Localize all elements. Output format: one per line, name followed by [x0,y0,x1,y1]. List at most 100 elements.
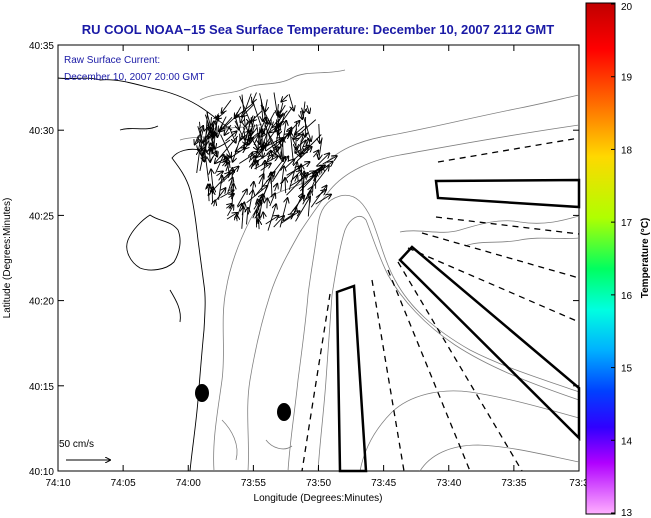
current-vector [205,111,207,146]
current-vector [260,163,271,171]
colorbar-tick-label: 20 [621,2,633,13]
current-vector [257,214,259,223]
current-vector [211,170,213,192]
current-vector [215,188,225,201]
current-vector [294,119,317,139]
current-vector [198,139,205,162]
current-vector [280,211,300,224]
current-vector [295,176,298,182]
current-vector [259,93,267,123]
current-vector [272,110,288,127]
current-vector [296,121,297,149]
current-vector [275,106,293,131]
current-vector [315,190,326,198]
current-vector [281,94,289,102]
x-tick-label: 73:45 [371,478,396,489]
current-vector [226,163,229,172]
current-vector [258,174,264,185]
current-vector [295,132,308,153]
current-vector [209,136,211,162]
current-vector [301,165,303,196]
current-vector [225,131,237,142]
current-vector [226,204,231,208]
y-tick-label: 40:15 [29,382,54,393]
colorbar-tick-label: 13 [621,508,633,518]
current-vectors [195,92,337,231]
current-vector [300,110,302,119]
current-vector [252,101,264,133]
current-vector [227,158,230,176]
colorbar-gradient [585,2,616,515]
plot-area: 50 cm/s Raw Surface Current: December 10… [57,44,581,473]
colorbar: 20 19 18 17 16 15 14 13 Temperature (°C) [585,2,651,518]
y-tick-label: 40:10 [29,467,54,478]
current-vector [315,195,331,205]
current-vector [264,123,276,154]
current-vector [252,110,263,121]
current-vector [259,220,260,230]
current-vector [208,172,230,195]
current-vector [214,155,223,174]
current-vector [265,99,267,111]
current-vector [216,171,223,175]
current-vector [269,194,275,207]
current-vector [247,191,253,215]
current-vector [215,135,239,163]
current-vector [279,198,287,228]
current-vector [250,161,258,169]
y-axis-label: Latitude (Degrees:Minutes) [2,198,13,319]
current-vector [290,132,293,161]
current-vector [237,215,238,222]
current-vector [217,112,225,118]
current-vector [296,147,311,162]
current-vector [283,214,294,222]
annotation-line1: Raw Surface Current: [64,55,160,66]
map-title: RU COOL NOAA−15 Sea Surface Temperature:… [82,22,554,37]
current-vector [208,185,210,197]
x-tick-label: 74:00 [176,478,201,489]
current-vector [209,127,215,138]
current-vector [220,134,231,158]
radar-range-dashes [301,137,580,472]
current-vector [226,213,237,220]
current-vector [220,190,233,198]
x-tick-label: 74:10 [45,478,70,489]
current-vector [247,208,249,225]
x-axis-label: Longitude (Degrees:Minutes) [254,493,383,504]
current-vector [272,157,288,183]
radar-coverage-outlines [335,178,581,473]
current-vector [229,148,246,159]
bathymetry-contours [179,69,580,472]
current-vector [214,133,215,146]
current-vector [284,160,294,169]
current-vector [315,153,329,167]
colorbar-tick-label: 17 [621,218,633,229]
current-vector [279,105,286,116]
colorbar-ticks: 20 19 18 17 16 15 14 13 [611,2,633,518]
current-vector [295,125,305,134]
current-vector [197,151,200,173]
x-tick-label: 73:50 [306,478,331,489]
current-vector [246,186,268,204]
current-vector [307,105,309,113]
current-vector [267,204,276,231]
colorbar-tick-label: 15 [621,364,633,375]
annotation-line2: December 10, 2007 20:00 GMT [64,72,205,83]
current-vector [234,120,247,145]
current-vector [241,93,252,123]
current-vector [305,139,309,152]
current-vector [322,156,337,165]
colorbar-label: Temperature (°C) [640,218,651,299]
colorbar-tick-label: 18 [621,145,633,156]
current-vector [210,117,211,133]
current-vector [252,92,256,103]
current-vector [240,127,246,139]
current-vector [288,93,294,111]
current-vector [236,190,247,207]
current-vector [214,201,216,207]
current-vector [249,153,252,163]
buoy-marker-east [277,403,291,421]
current-vector [242,203,244,216]
current-vector [232,184,234,205]
y-axis-ticks: 40:35 40:30 40:25 40:20 40:15 40:10 [29,41,579,478]
